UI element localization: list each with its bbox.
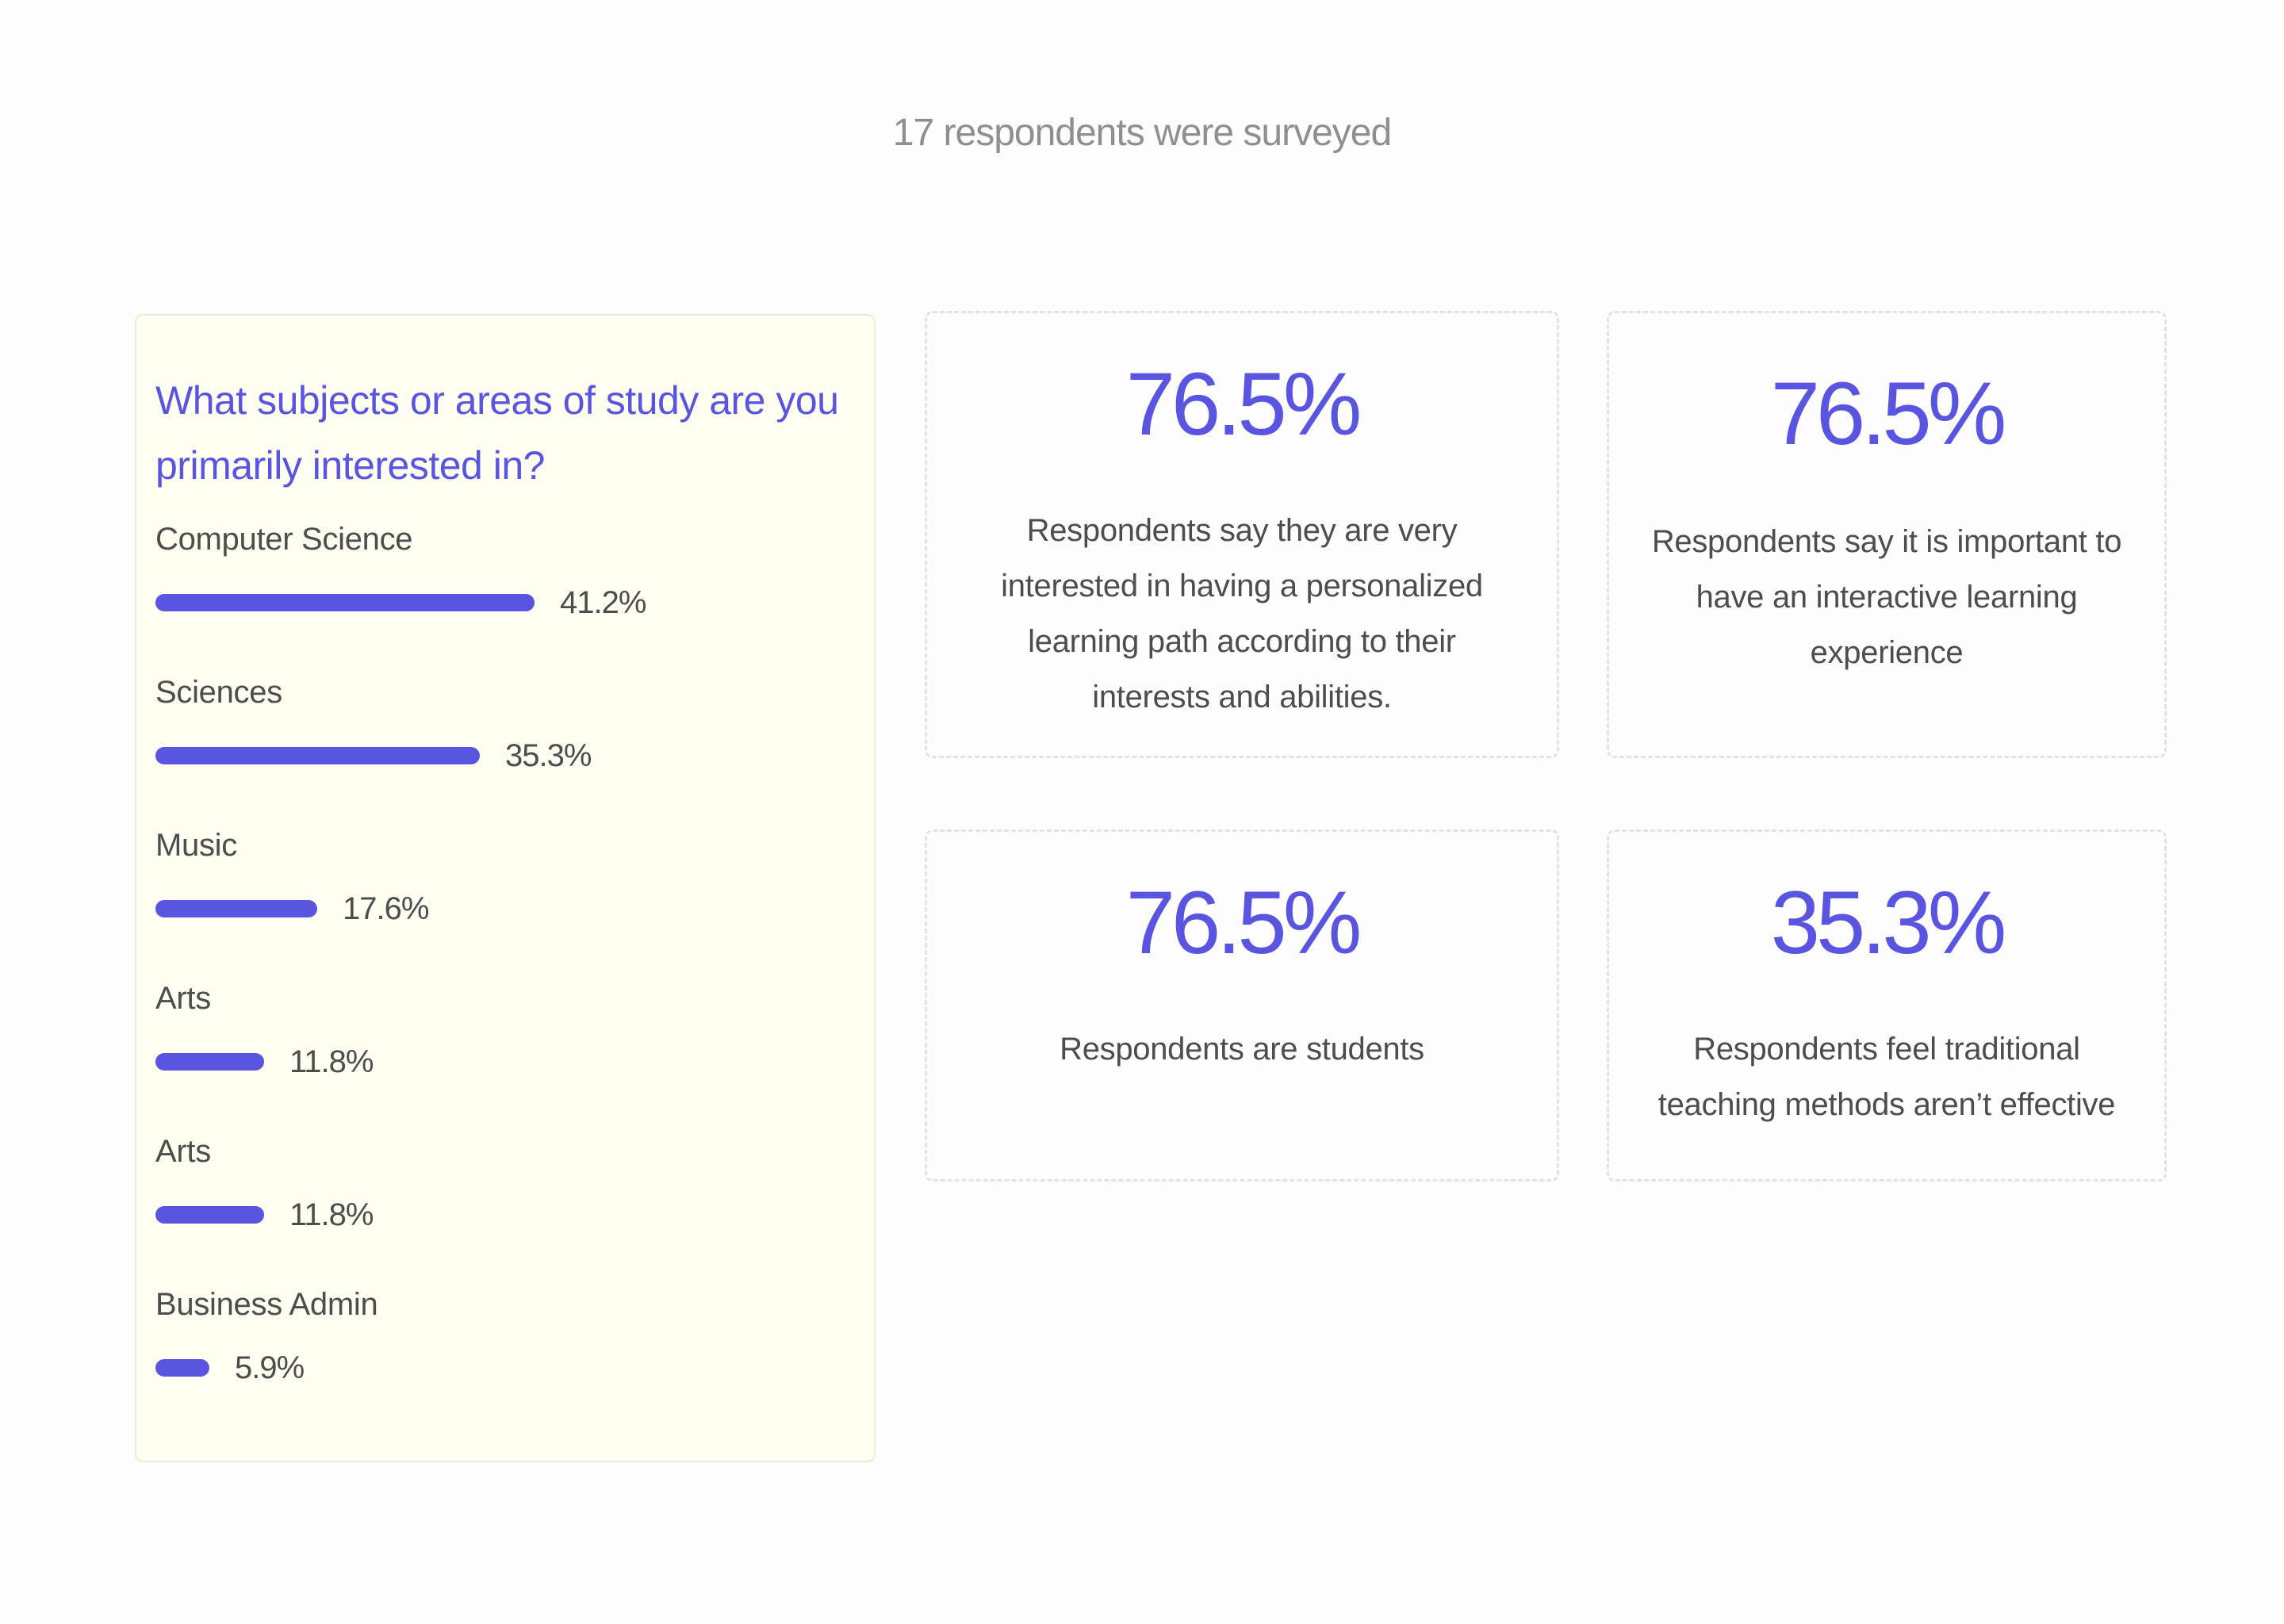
option-arts: Arts 11.8% bbox=[155, 1134, 855, 1287]
percentage-value: 17.6% bbox=[343, 891, 429, 926]
stat-description: Respondents feel traditional teaching me… bbox=[1657, 1032, 2116, 1122]
percentage-value: 11.8% bbox=[289, 1197, 374, 1232]
stat-card-personalized-path: 76.5% Respondents say they are very inte… bbox=[925, 311, 1559, 758]
option-label: Arts bbox=[155, 981, 211, 1016]
option-arts: Arts 11.8% bbox=[155, 981, 855, 1134]
survey-summary: 17 respondents were surveyed bbox=[892, 112, 1392, 154]
percentage-bar bbox=[155, 1053, 264, 1071]
percentage-bar bbox=[155, 1206, 264, 1224]
question-title: What subjects or areas of study are you … bbox=[155, 378, 839, 488]
option-label: Computer Science bbox=[155, 522, 413, 557]
stat-description: Respondents say it is important to have … bbox=[1651, 524, 2122, 670]
stat-description: Respondents are students bbox=[1060, 1032, 1424, 1067]
option-music: Music 17.6% bbox=[155, 828, 855, 981]
stat-description: Respondents say they are very interested… bbox=[1001, 513, 1483, 714]
stat-value: 76.5% bbox=[1125, 873, 1362, 972]
question-card: What subjects or areas of study are you … bbox=[135, 314, 876, 1462]
stat-value: 35.3% bbox=[1770, 873, 2007, 972]
option-computer-science: Computer Science 41.2% bbox=[155, 522, 855, 675]
stat-card-traditional-methods: 35.3% Respondents feel traditional teach… bbox=[1607, 829, 2167, 1182]
percentage-value: 11.8% bbox=[289, 1044, 374, 1079]
option-label: Sciences bbox=[155, 675, 282, 710]
percentage-bar bbox=[155, 900, 317, 917]
stat-card-students: 76.5% Respondents are students bbox=[925, 829, 1559, 1182]
option-label: Arts bbox=[155, 1134, 211, 1169]
stat-value: 76.5% bbox=[1770, 364, 2007, 463]
percentage-value: 35.3% bbox=[505, 737, 592, 773]
option-label: Music bbox=[155, 828, 237, 863]
percentage-value: 5.9% bbox=[235, 1350, 305, 1385]
stat-value: 76.5% bbox=[1125, 354, 1362, 454]
percentage-value: 41.2% bbox=[560, 584, 646, 620]
option-label: Business Admin bbox=[155, 1287, 378, 1322]
option-sciences: Sciences 35.3% bbox=[155, 675, 855, 828]
option-business-admin: Business Admin 5.9% bbox=[155, 1287, 855, 1440]
stat-card-interactive-learning: 76.5% Respondents say it is important to… bbox=[1607, 311, 2167, 758]
percentage-bar bbox=[155, 594, 535, 611]
percentage-bar bbox=[155, 747, 480, 764]
percentage-bar bbox=[155, 1359, 209, 1377]
